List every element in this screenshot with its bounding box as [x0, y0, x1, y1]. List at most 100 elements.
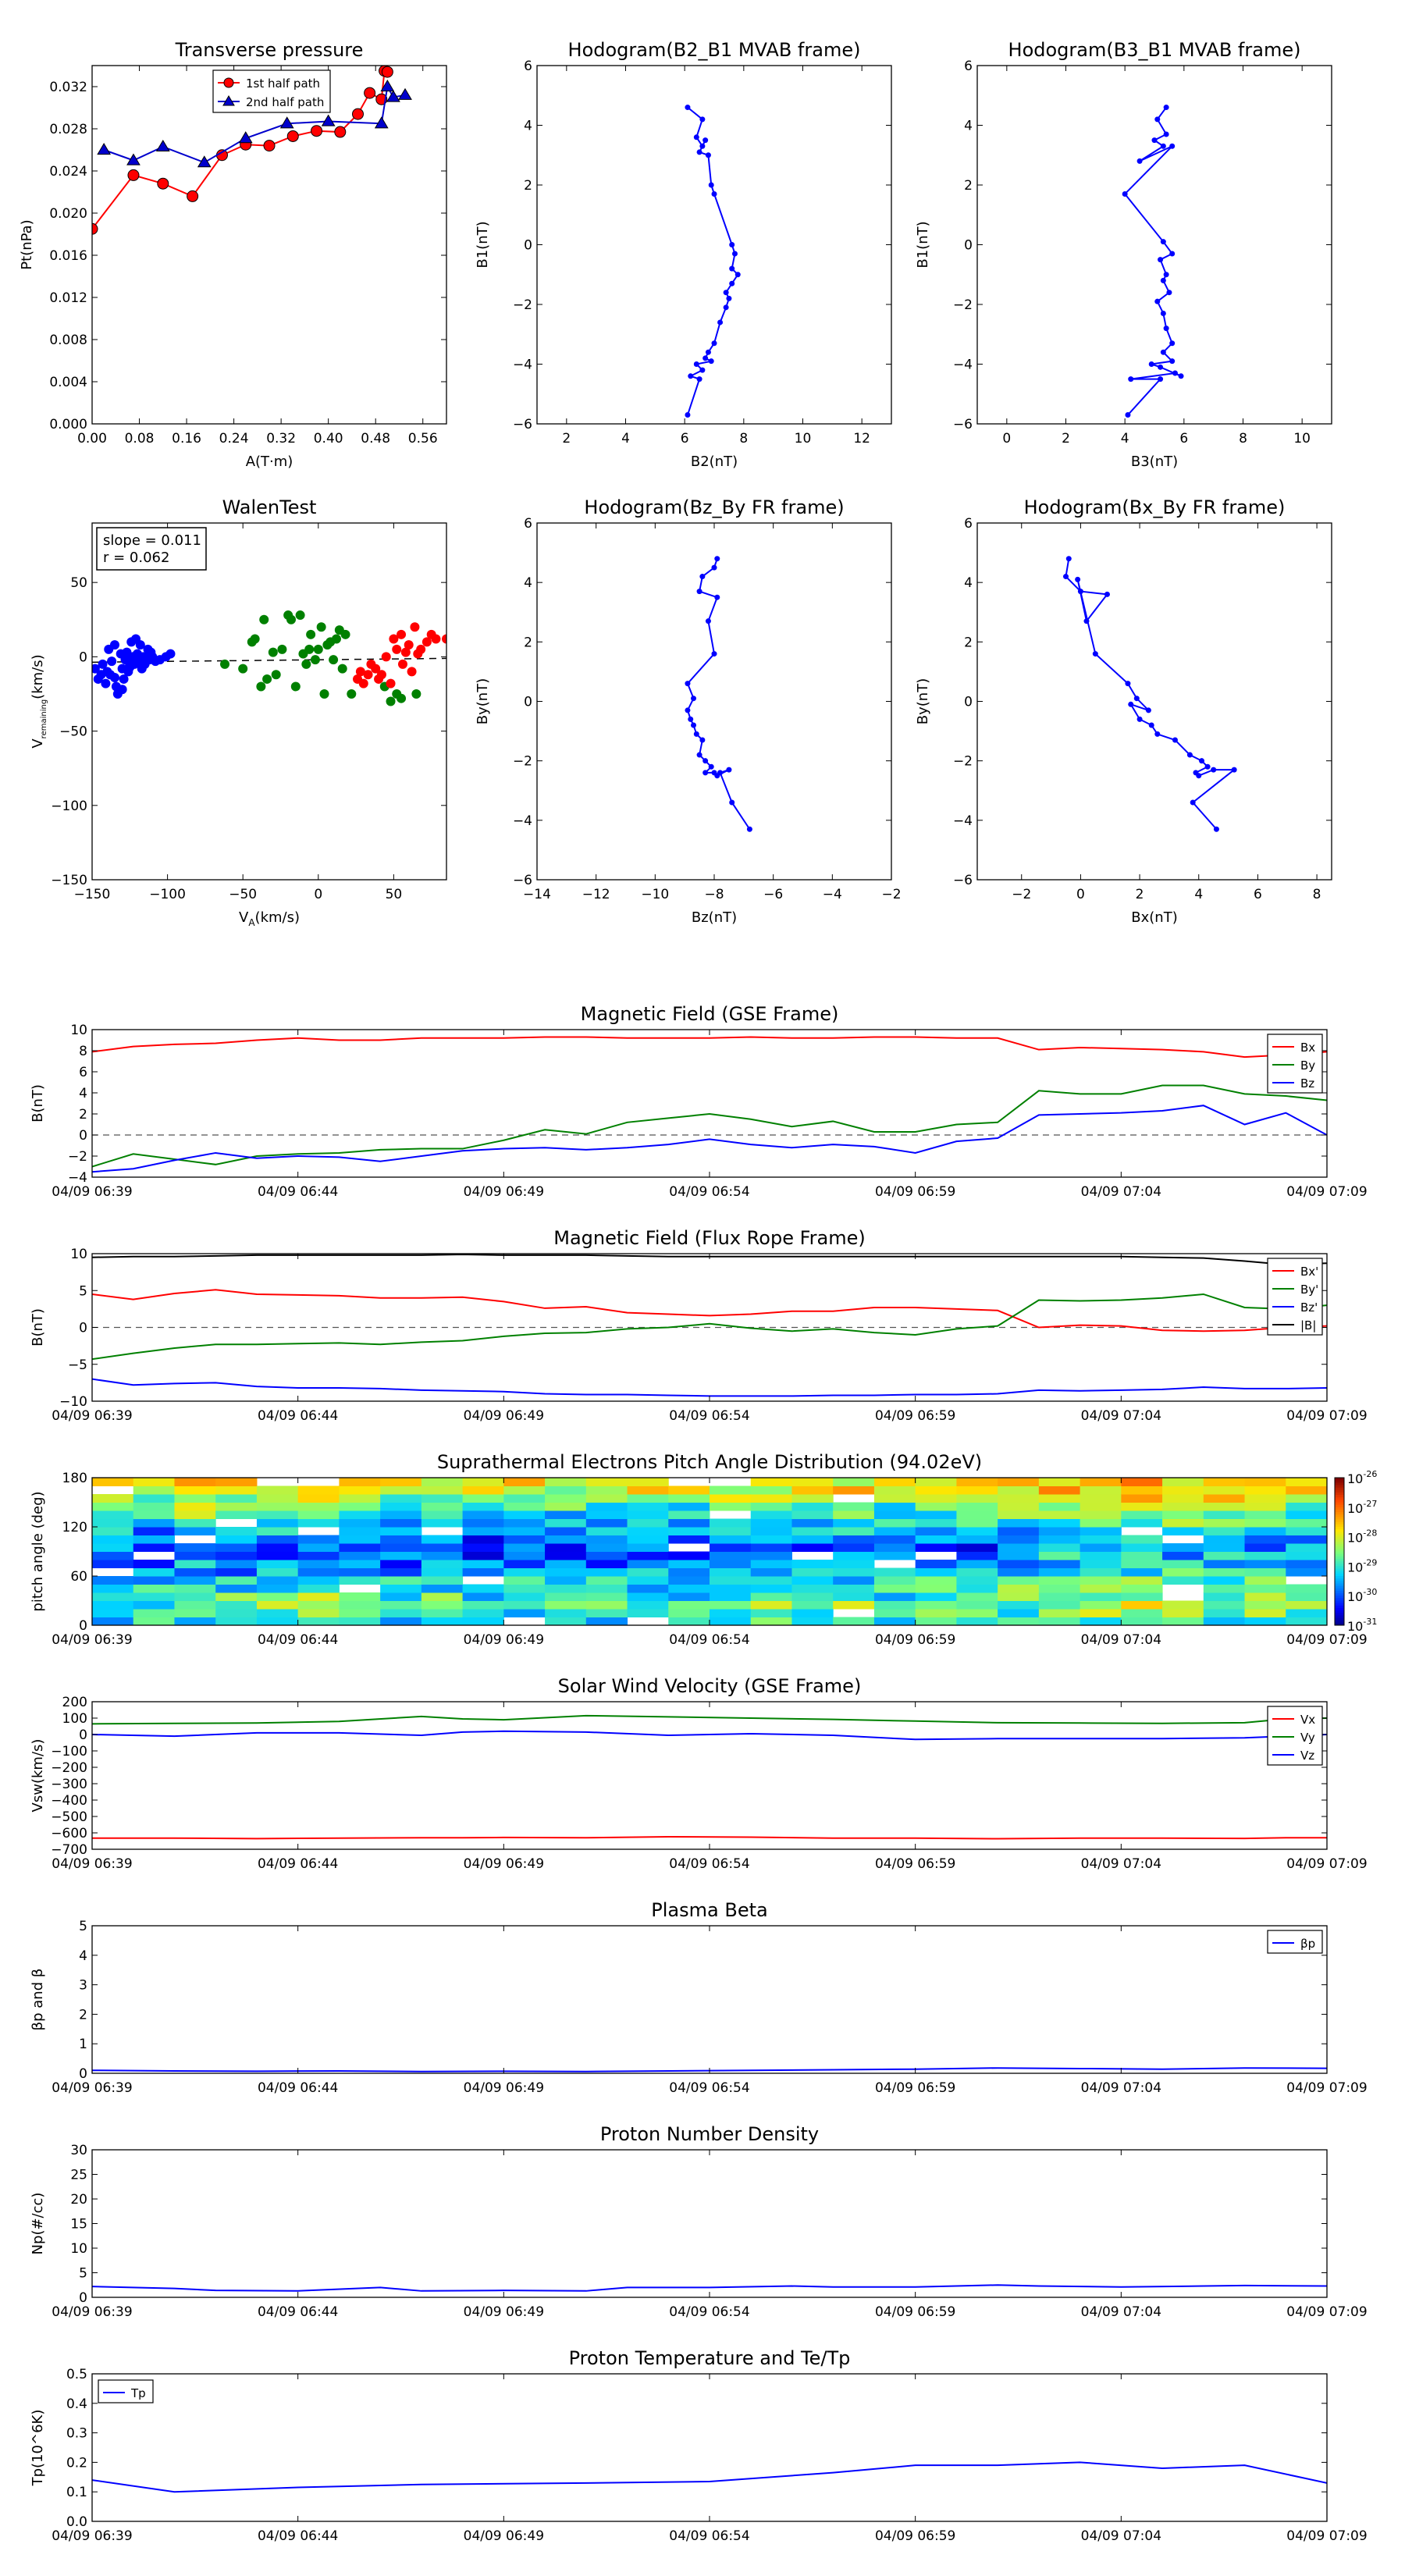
heatmap-cell [1121, 1502, 1163, 1511]
heatmap-cell [380, 1527, 422, 1535]
x-axis-label: B3(nT) [1131, 454, 1178, 470]
heatmap-cell [791, 1576, 834, 1585]
heatmap-cell [545, 1494, 587, 1503]
series-1-point [714, 556, 720, 562]
series-2-point [329, 655, 339, 665]
chart-panel-10: Solar Wind Velocity (GSE Frame)−700−600−… [30, 1675, 1368, 1872]
x-tick-label: 8 [1313, 887, 1321, 902]
heatmap-cell [380, 1592, 422, 1601]
series-1-point [1160, 349, 1166, 355]
chart-title: Magnetic Field (Flux Rope Frame) [553, 1227, 865, 1249]
heatmap-cell [833, 1485, 875, 1495]
heatmap-cell [380, 1551, 422, 1560]
heatmap-cell [1203, 1560, 1246, 1568]
heatmap-cell [215, 1527, 258, 1535]
heatmap-cell [174, 1560, 216, 1568]
legend-label: βp [1300, 1937, 1315, 1951]
heatmap-cell [833, 1478, 875, 1486]
heatmap-cell [215, 1576, 258, 1585]
heatmap-cell [462, 1592, 504, 1601]
fit-annotation-text: slope = 0.011 [103, 532, 201, 549]
y-tick-label: 0.024 [49, 164, 87, 180]
x-tick-label: 0.00 [77, 431, 107, 447]
2nd-half-path-point [279, 116, 294, 129]
x-tick-label: 2 [1136, 887, 1144, 902]
chart-panel-2: Hodogram(B2_B1 MVAB frame) −6 −4 −2 0 2 4 6 2 4 6 8… [475, 39, 892, 470]
heatmap-cell [1162, 1510, 1204, 1519]
colorbar-segment [1335, 1613, 1344, 1616]
heatmap-cell [421, 1576, 464, 1585]
x-tick-label: −6 [763, 887, 783, 902]
heatmap-cell [833, 1584, 875, 1593]
heatmap-cell [174, 1609, 216, 1617]
heatmap-cell [545, 1478, 587, 1486]
series-1-point [685, 412, 691, 418]
heatmap-cell [503, 1535, 546, 1544]
legend-label: 1st half path [246, 76, 320, 91]
heatmap-cell [750, 1543, 792, 1552]
series-1-point [1186, 752, 1193, 758]
heatmap-cell [1080, 1510, 1122, 1519]
heatmap-cell [215, 1592, 258, 1601]
heatmap-cell [215, 1494, 258, 1503]
heatmap-cell [133, 1560, 175, 1568]
heatmap-cell [956, 1502, 998, 1511]
heatmap-cell [627, 1543, 669, 1552]
x-tick-label: 04/09 07:09 [1286, 2080, 1367, 2096]
series-1-point [1133, 696, 1140, 702]
heatmap-cell [339, 1518, 381, 1528]
y-tick-label: 2 [964, 635, 973, 650]
1st-half-path-point [127, 169, 140, 181]
heatmap-cell [380, 1502, 422, 1511]
x-tick-label: 2 [1062, 431, 1070, 447]
series-1-point [717, 770, 724, 776]
heatmap-cell [791, 1494, 834, 1503]
heatmap-cell [503, 1600, 546, 1610]
heatmap-cell [585, 1609, 628, 1617]
heatmap-cell [833, 1560, 875, 1568]
heatmap-cell [710, 1584, 752, 1593]
chart-panel-12: Proton Number Density 0 5 10 15 20 25 30 04/09 0… [30, 2123, 1368, 2320]
x-tick-label: 04/09 07:04 [1081, 1408, 1161, 1424]
2nd-half-path-point [321, 114, 336, 126]
x-tick-label: 04/09 06:54 [669, 1184, 749, 1200]
x-tick-label: 04/09 06:59 [875, 1184, 955, 1200]
y-axis-label: pitch angle (deg) [30, 1491, 46, 1611]
chart-title: Magnetic Field (GSE Frame) [581, 1003, 839, 1025]
heatmap-cell [92, 1527, 134, 1535]
heatmap-cell [710, 1494, 752, 1503]
heatmap-cell [339, 1567, 381, 1577]
series-1-point [699, 367, 706, 373]
colorbar-segment [1335, 1590, 1344, 1594]
x-tick-label: 04/09 07:04 [1081, 2528, 1161, 2544]
colorbar-segment [1335, 1605, 1344, 1609]
heatmap-cell [1286, 1510, 1327, 1519]
heatmap-cell [1203, 1584, 1246, 1593]
x-tick-label: 04/09 06:49 [464, 2080, 544, 2096]
heatmap-cell [503, 1485, 546, 1495]
legend-label: Vz [1300, 1749, 1314, 1763]
1st-half-path-point [92, 222, 98, 235]
heatmap-cell [297, 1518, 340, 1528]
colorbar-tick-label: 10-28 [1347, 1528, 1377, 1546]
heatmap-cell [873, 1510, 916, 1519]
series-2-point [259, 614, 269, 624]
heatmap-cell [585, 1527, 628, 1535]
heatmap-cell [503, 1510, 546, 1519]
colorbar-segment [1335, 1512, 1344, 1515]
legend-box [98, 2379, 154, 2403]
heatmap-cell [92, 1551, 134, 1560]
colorbar-segment [1335, 1571, 1344, 1574]
heatmap-cell [1162, 1543, 1204, 1552]
series-1-point [691, 696, 697, 702]
series-2-point [319, 688, 329, 699]
colorbar-tick-label: 10-26 [1347, 1469, 1377, 1486]
x-tick-label: −14 [523, 887, 551, 902]
colorbar-segment [1335, 1534, 1344, 1538]
x-tick-label: 04/09 06:54 [669, 2304, 749, 2320]
heatmap-cell [791, 1502, 834, 1511]
heatmap-cell [791, 1527, 834, 1535]
x-tick-label: 04/09 07:09 [1286, 1856, 1367, 1872]
series-1-point [1128, 376, 1134, 382]
heatmap-cell [421, 1502, 464, 1511]
